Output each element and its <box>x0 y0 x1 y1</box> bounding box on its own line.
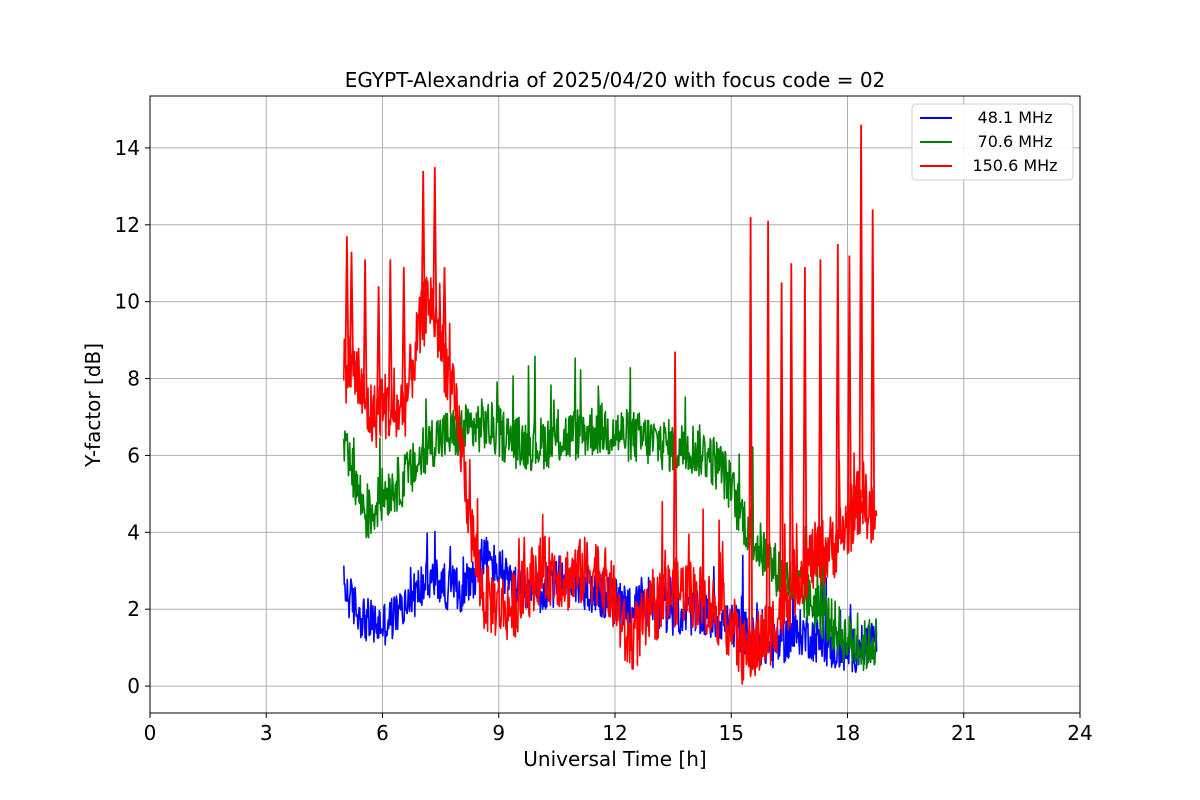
series-line <box>343 355 878 672</box>
legend: 48.1 MHz 70.6 MHz 150.6 MHz <box>911 103 1074 181</box>
series-spike <box>442 267 447 359</box>
series-spike <box>765 220 771 635</box>
y-tick-label: 10 <box>115 290 140 314</box>
series-line <box>343 276 878 685</box>
series-spike <box>779 282 784 610</box>
legend-label: 150.6 MHz <box>972 156 1057 175</box>
y-tick-label: 0 <box>127 674 140 698</box>
grid <box>149 96 1081 713</box>
series-spike <box>387 259 393 412</box>
x-tick-label: 12 <box>602 721 627 745</box>
series-spike <box>847 255 852 521</box>
x-tick-label: 6 <box>376 721 389 745</box>
x-tick-label: 3 <box>260 721 273 745</box>
series-spike <box>802 267 808 567</box>
series-spike <box>672 351 678 593</box>
series-spike <box>401 267 407 405</box>
series-spike <box>349 251 354 364</box>
series-spike <box>818 259 823 554</box>
series-spike <box>870 209 876 522</box>
series-spike <box>835 243 841 540</box>
series-spike <box>344 236 350 368</box>
x-tick-label: 15 <box>719 721 744 745</box>
x-tick-label: 0 <box>144 721 157 745</box>
y-axis-label: Y-factor [dB] <box>81 343 105 468</box>
legend-label: 70.6 MHz <box>978 132 1053 151</box>
y-tick-label: 2 <box>127 597 140 621</box>
legend-label: 48.1 MHz <box>978 108 1053 127</box>
x-axis-label: Universal Time [h] <box>523 747 706 771</box>
series-spike <box>748 217 753 651</box>
y-tick-label: 12 <box>115 213 140 237</box>
series-spike <box>858 124 864 498</box>
x-tick-label: 9 <box>492 721 505 745</box>
x-tick-label: 24 <box>1067 721 1092 745</box>
y-tick-label: 6 <box>127 443 140 467</box>
series-spike <box>432 167 438 318</box>
legend-box <box>911 103 1074 181</box>
series-spike <box>376 286 381 410</box>
series-layer <box>343 124 878 685</box>
x-tick-label: 18 <box>835 721 860 745</box>
chart-title: EGYPT-Alexandria of 2025/04/20 with focu… <box>345 68 886 92</box>
y-tick-label: 8 <box>127 367 140 391</box>
series-spike <box>420 170 426 318</box>
series-spike <box>362 259 368 404</box>
y-tick-label: 14 <box>115 136 140 160</box>
series-spike <box>788 263 794 591</box>
x-tick-label: 21 <box>951 721 976 745</box>
y-tick-label: 4 <box>127 520 140 544</box>
